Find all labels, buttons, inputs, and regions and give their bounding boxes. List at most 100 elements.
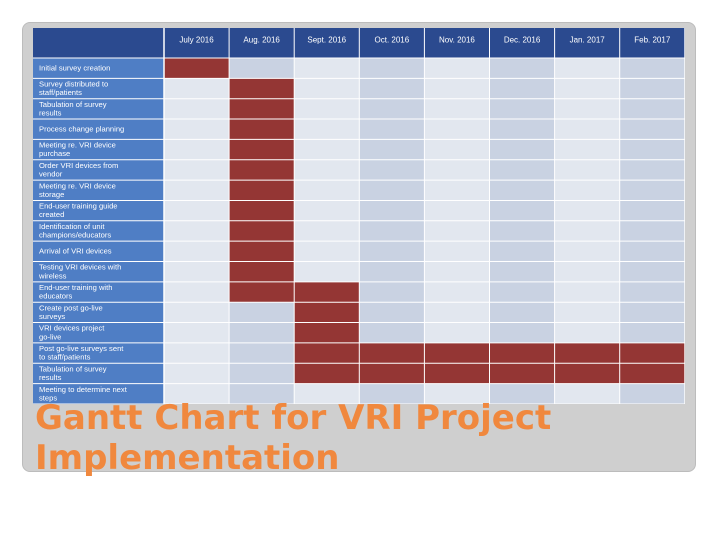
gantt-bar-cell bbox=[229, 241, 295, 262]
task-label: Tabulation of survey results bbox=[39, 364, 107, 382]
task-column-band bbox=[33, 58, 164, 404]
slide-title: Gantt Chart for VRI Project Implementati… bbox=[35, 398, 552, 478]
empty-cell bbox=[359, 302, 425, 323]
month-header-label: Dec. 2016 bbox=[504, 36, 541, 45]
gantt-bar-cell bbox=[619, 363, 685, 384]
month-header-label: Sept. 2016 bbox=[307, 36, 346, 45]
empty-cell bbox=[619, 281, 685, 303]
empty-cell bbox=[164, 200, 230, 221]
empty-cell bbox=[294, 58, 360, 79]
empty-cell bbox=[619, 139, 685, 160]
empty-cell bbox=[489, 180, 555, 201]
empty-cell bbox=[359, 200, 425, 221]
empty-cell bbox=[489, 58, 555, 79]
gantt-bar-cell bbox=[229, 180, 295, 201]
task-label: End-user training guide created bbox=[39, 202, 118, 220]
empty-cell bbox=[229, 363, 295, 384]
empty-cell bbox=[489, 159, 555, 181]
task-label: VRI devices project go-live bbox=[39, 324, 105, 342]
gantt-bar-cell bbox=[424, 363, 490, 384]
empty-cell bbox=[229, 302, 295, 323]
empty-cell bbox=[229, 383, 295, 404]
empty-cell bbox=[554, 322, 620, 343]
empty-cell bbox=[294, 241, 360, 262]
empty-cell bbox=[164, 159, 230, 181]
empty-cell bbox=[489, 98, 555, 120]
empty-cell bbox=[424, 139, 490, 160]
empty-cell bbox=[619, 302, 685, 323]
empty-cell bbox=[424, 180, 490, 201]
empty-cell bbox=[424, 261, 490, 282]
empty-cell bbox=[164, 98, 230, 120]
empty-cell bbox=[359, 281, 425, 303]
gantt-bar-cell bbox=[424, 342, 490, 364]
empty-cell bbox=[164, 241, 230, 262]
empty-cell bbox=[359, 383, 425, 404]
empty-cell bbox=[489, 261, 555, 282]
gantt-bar-cell bbox=[229, 119, 295, 140]
empty-cell bbox=[554, 200, 620, 221]
empty-cell bbox=[554, 302, 620, 323]
empty-cell bbox=[619, 220, 685, 242]
task-label: Arrival of VRI devices bbox=[39, 247, 112, 256]
task-label: Tabulation of survey results bbox=[39, 100, 107, 118]
task-label: Meeting re. VRI device storage bbox=[39, 181, 116, 199]
empty-cell bbox=[164, 363, 230, 384]
gantt-bar-cell bbox=[489, 363, 555, 384]
gantt-bar-cell bbox=[294, 281, 360, 303]
empty-cell bbox=[554, 98, 620, 120]
gantt-bar-cell bbox=[164, 58, 230, 79]
gantt-bar-cell bbox=[619, 342, 685, 364]
empty-cell bbox=[489, 200, 555, 221]
task-label: Meeting to determine next steps bbox=[39, 385, 128, 403]
empty-cell bbox=[229, 342, 295, 364]
gantt-bar-cell bbox=[294, 302, 360, 323]
empty-cell bbox=[424, 78, 490, 99]
empty-cell bbox=[164, 302, 230, 323]
task-label: Create post go-live surveys bbox=[39, 303, 103, 321]
month-header-label: Aug. 2016 bbox=[243, 36, 280, 45]
empty-cell bbox=[359, 98, 425, 120]
task-label: Survey distributed to staff/patients bbox=[39, 80, 108, 98]
empty-cell bbox=[424, 383, 490, 404]
empty-cell bbox=[164, 78, 230, 99]
empty-cell bbox=[424, 302, 490, 323]
empty-cell bbox=[229, 322, 295, 343]
empty-cell bbox=[489, 220, 555, 242]
empty-cell bbox=[294, 180, 360, 201]
empty-cell bbox=[424, 159, 490, 181]
empty-cell bbox=[164, 383, 230, 404]
empty-cell bbox=[554, 58, 620, 79]
gantt-bar-cell bbox=[294, 322, 360, 343]
empty-cell bbox=[424, 241, 490, 262]
empty-cell bbox=[294, 200, 360, 221]
gantt-bar-cell bbox=[229, 220, 295, 242]
empty-cell bbox=[619, 322, 685, 343]
empty-cell bbox=[554, 241, 620, 262]
empty-cell bbox=[554, 78, 620, 99]
month-header-label: July 2016 bbox=[179, 36, 214, 45]
empty-cell bbox=[164, 139, 230, 160]
empty-cell bbox=[424, 200, 490, 221]
empty-cell bbox=[554, 119, 620, 140]
empty-cell bbox=[619, 383, 685, 404]
task-label: Identification of unit champions/educator… bbox=[39, 222, 111, 240]
empty-cell bbox=[489, 139, 555, 160]
task-label: Process change planning bbox=[39, 125, 124, 134]
gantt-chart: July 2016 Aug. 2016 Sept. 2016 Oct. 2016 Nov… bbox=[33, 28, 685, 404]
gantt-bar-cell bbox=[229, 139, 295, 160]
empty-cell bbox=[164, 180, 230, 201]
empty-cell bbox=[424, 281, 490, 303]
empty-cell bbox=[294, 383, 360, 404]
gantt-bar-cell bbox=[229, 200, 295, 221]
empty-cell bbox=[424, 220, 490, 242]
empty-cell bbox=[359, 261, 425, 282]
gantt-bar-cell bbox=[229, 159, 295, 181]
empty-cell bbox=[554, 180, 620, 201]
task-label: Testing VRI devices with wireless bbox=[38, 263, 121, 281]
empty-cell bbox=[554, 281, 620, 303]
empty-cell bbox=[359, 322, 425, 343]
month-header-label: Nov. 2016 bbox=[439, 36, 475, 45]
gantt-bar-cell bbox=[229, 281, 295, 303]
empty-cell bbox=[359, 180, 425, 201]
